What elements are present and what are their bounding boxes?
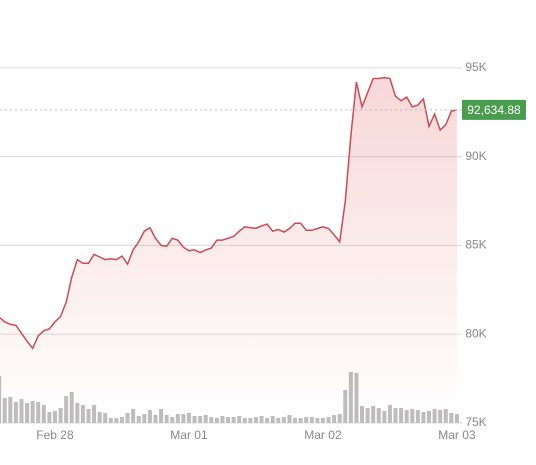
price-area (0, 77, 457, 423)
y-tick-label: 75K (465, 415, 486, 429)
y-tick-label: 90K (465, 149, 486, 163)
last-price-box (462, 99, 526, 120)
x-tick-label: Mar 02 (304, 428, 342, 442)
y-tick-label: 80K (465, 326, 486, 340)
x-tick-label: Feb 28 (36, 428, 74, 442)
last-price-label: 92,634.88 (467, 103, 521, 117)
volume-bar (454, 414, 459, 423)
y-tick-label: 95K (465, 60, 486, 74)
price-line (0, 76, 458, 350)
x-tick-label: Mar 01 (170, 428, 208, 442)
x-tick-label: Mar 03 (438, 428, 476, 442)
y-tick-label: 85K (465, 238, 486, 252)
